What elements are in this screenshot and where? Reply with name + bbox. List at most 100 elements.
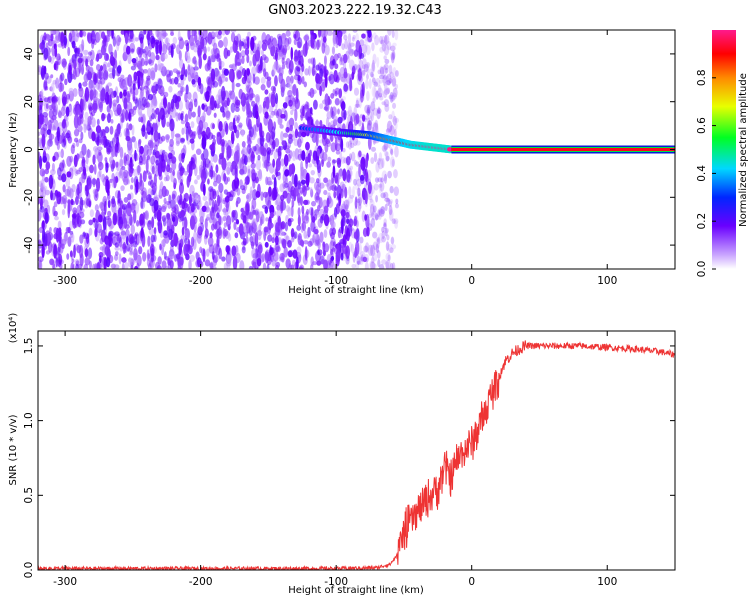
spectrogram-cell [362, 227, 368, 238]
spectrogram-cell [123, 197, 129, 203]
spectrogram-cell [370, 217, 376, 228]
spectrogram-cell [302, 185, 307, 197]
spectrogram-cell [190, 203, 195, 213]
spectrogram-cell [370, 109, 375, 122]
spectrogram-cell [386, 40, 392, 51]
spectrogram-cell [99, 255, 102, 264]
spectrogram-cell [40, 127, 46, 136]
spectrogram-cell [391, 110, 395, 123]
spectrogram-cell [95, 177, 101, 192]
spectrogram-carrier-line [451, 148, 675, 151]
spectrogram-cell [59, 82, 65, 92]
spectrogram-cell [41, 220, 45, 229]
spectrogram-cell [366, 122, 372, 132]
spectrogram-cell [112, 159, 116, 169]
spectrogram-cell [165, 212, 171, 219]
spectrogram-cell [243, 42, 248, 48]
spectrogram-cell [76, 245, 82, 254]
spectrogram-cell [105, 238, 110, 246]
spectrogram-cell [269, 111, 274, 119]
spectrogram-cell [152, 149, 156, 156]
spectrogram-cell [316, 39, 320, 51]
spectrogram-cell [322, 36, 327, 43]
spectrogram-cell [323, 205, 329, 214]
spectrogram-cell [49, 132, 53, 145]
spectrogram-cell [238, 122, 243, 128]
spectrogram-cell [326, 197, 330, 208]
spectrogram-cell [350, 243, 354, 254]
spectrogram-cell [391, 30, 395, 39]
spectrogram-cell [100, 31, 106, 39]
spectrogram-cell [302, 105, 305, 117]
spectrogram-cell [146, 155, 151, 161]
spectrogram-cell [165, 174, 170, 182]
spectrogram-cell [371, 210, 377, 221]
spectrogram-cell [207, 178, 210, 185]
spectrogram-cell [135, 98, 139, 108]
spectrogram-cell [265, 96, 270, 110]
spectrogram-cell [279, 229, 284, 237]
spectrogram-cell [124, 261, 129, 269]
spectrogram-cell [342, 53, 348, 64]
spectrogram-cell [54, 215, 59, 221]
spectrogram-cell [234, 232, 239, 239]
spectrogram-cell [67, 236, 72, 247]
spectrogram-cell [150, 155, 155, 165]
spectrogram-cell [143, 60, 149, 66]
spectrogram-cell [388, 200, 393, 207]
spectrogram-cell [131, 198, 138, 207]
spectrogram-cell [122, 80, 127, 93]
spectrogram-cell [358, 120, 362, 127]
spectrogram-cell [359, 256, 364, 266]
spectrogram-cell [128, 123, 133, 131]
spectrogram-cell [383, 227, 389, 234]
spectrogram-cell [133, 209, 137, 224]
spectrogram-cell [183, 243, 189, 257]
spectrogram-cell [126, 122, 130, 134]
spectrogram-cell [162, 41, 166, 52]
spectrogram-cell [161, 185, 167, 198]
spectrogram-cell [43, 79, 48, 90]
spectrogram-cell [110, 119, 114, 124]
spectrogram-cell [94, 227, 98, 238]
spectrogram-cell [234, 54, 238, 68]
spectrogram-cell [374, 90, 381, 99]
spectrogram-cell [238, 223, 244, 236]
spectrogram-cell [315, 64, 320, 71]
spectrogram-cell [387, 243, 392, 254]
spectrogram-cell [184, 228, 190, 240]
spectrogram-cell [373, 183, 379, 191]
spectrogram-cell [169, 118, 175, 132]
spectrogram-cell [155, 30, 160, 38]
spectrogram-cell [83, 263, 89, 269]
spectrogram-cell [76, 215, 82, 228]
spectrogram-cell [372, 53, 377, 65]
spectrogram-cell [320, 82, 326, 92]
spectrogram-cell [119, 91, 123, 99]
spectrogram-cell [377, 87, 383, 98]
spectrogram-cell [258, 211, 264, 220]
spectrogram-cell [123, 89, 127, 97]
spectrogram-cell [188, 101, 194, 112]
spectrogram-xtick-label: 0 [468, 275, 475, 287]
spectrogram-cell [340, 156, 346, 164]
spectrogram-cell [363, 63, 369, 73]
spectrogram-cell [272, 158, 276, 168]
spectrogram-cell [74, 47, 78, 59]
spectrogram-cell [332, 159, 337, 164]
spectrogram-cell [191, 30, 197, 37]
spectrogram-cell [73, 114, 79, 129]
spectrogram-cell [314, 120, 320, 126]
spectrogram-cell [78, 82, 82, 89]
spectrogram-cell [331, 46, 336, 55]
spectrogram-cell [62, 96, 67, 105]
spectrogram-cell [280, 199, 284, 214]
spectrogram-cell [195, 194, 200, 204]
spectrogram-cell [129, 251, 134, 256]
spectrogram-cell [66, 253, 70, 260]
spectrogram-cell [130, 224, 135, 235]
spectrogram-cell [317, 238, 321, 250]
spectrogram-cell [282, 132, 289, 138]
spectrogram-cell [235, 99, 241, 106]
spectrogram-cell [330, 133, 334, 142]
